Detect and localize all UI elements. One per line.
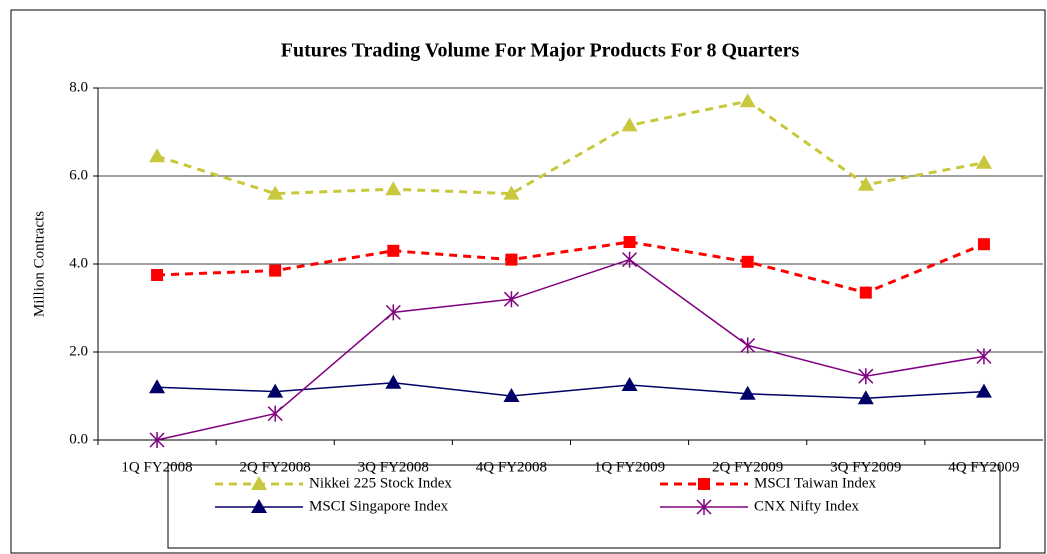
legend-marker xyxy=(251,499,267,513)
x-tick-label: 3Q FY2009 xyxy=(830,459,901,475)
data-point xyxy=(503,291,519,308)
data-point xyxy=(622,251,638,268)
legend-label: MSCI Singapore Index xyxy=(309,498,449,514)
data-point xyxy=(740,337,756,354)
data-point xyxy=(267,185,284,200)
data-point xyxy=(503,185,520,200)
chart-frame xyxy=(10,9,1046,554)
data-point xyxy=(385,374,402,389)
y-tick-label: 0.0 xyxy=(69,431,88,447)
data-point xyxy=(149,379,166,394)
x-tick-label: 4Q FY2009 xyxy=(948,459,1019,475)
data-point xyxy=(859,286,872,299)
data-point xyxy=(503,388,520,402)
data-point xyxy=(977,238,990,251)
legend-label: CNX Nifty Index xyxy=(754,498,859,514)
data-point xyxy=(623,236,636,248)
data-point xyxy=(975,383,992,398)
data-point xyxy=(741,255,754,268)
y-axis-label: Million Contracts xyxy=(31,211,47,317)
x-tick-label: 1Q FY2009 xyxy=(594,459,665,475)
legend-marker xyxy=(698,478,710,490)
legend-marker xyxy=(251,476,267,490)
x-tick-label: 3Q FY2008 xyxy=(358,459,429,475)
data-point xyxy=(149,148,166,163)
series-line xyxy=(157,382,984,399)
series-line xyxy=(156,99,985,196)
data-point xyxy=(385,304,401,321)
data-point xyxy=(149,432,165,448)
data-point xyxy=(385,181,402,196)
y-tick-label: 2.0 xyxy=(69,343,88,359)
data-point xyxy=(976,348,992,365)
data-point xyxy=(975,154,992,169)
x-tick-label: 1Q FY2008 xyxy=(121,459,192,475)
data-point xyxy=(269,264,282,277)
data-point xyxy=(739,385,756,400)
data-point xyxy=(267,405,283,422)
data-point xyxy=(387,244,400,257)
data-point xyxy=(857,390,874,405)
y-tick-label: 4.0 xyxy=(69,255,88,271)
x-tick-label: 2Q FY2009 xyxy=(712,459,783,475)
legend-label: Nikkei 225 Stock Index xyxy=(309,475,452,491)
x-tick-label: 2Q FY2008 xyxy=(240,459,311,475)
chart-title: Futures Trading Volume For Major Product… xyxy=(281,40,800,62)
data-point xyxy=(857,176,874,191)
data-point xyxy=(621,377,638,391)
data-point xyxy=(267,383,284,398)
data-point xyxy=(621,117,638,132)
y-tick-label: 6.0 xyxy=(69,167,88,183)
legend-label: MSCI Taiwan Index xyxy=(754,475,876,491)
data-point xyxy=(858,368,874,385)
data-point xyxy=(739,93,756,108)
legend-marker xyxy=(696,499,712,515)
x-tick-label: 4Q FY2008 xyxy=(476,459,547,475)
data-point xyxy=(151,269,164,281)
y-tick-label: 8.0 xyxy=(69,79,88,95)
legend-box xyxy=(167,464,1001,549)
series-line xyxy=(156,258,985,441)
data-point xyxy=(505,253,518,266)
